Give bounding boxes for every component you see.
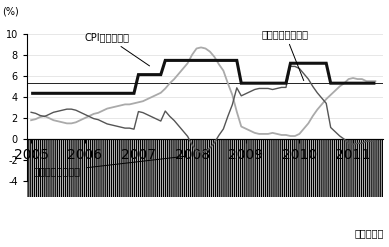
Text: (%): (%) (2, 6, 19, 16)
Bar (27, 139, 384, 197)
Text: 実質貸出基準金利: 実質貸出基準金利 (34, 156, 184, 176)
Text: CPI（前年比）: CPI（前年比） (85, 32, 149, 66)
Text: 名目貸出基準金利: 名目貸出基準金利 (262, 29, 309, 81)
Text: （年、月）: （年、月） (354, 228, 384, 239)
